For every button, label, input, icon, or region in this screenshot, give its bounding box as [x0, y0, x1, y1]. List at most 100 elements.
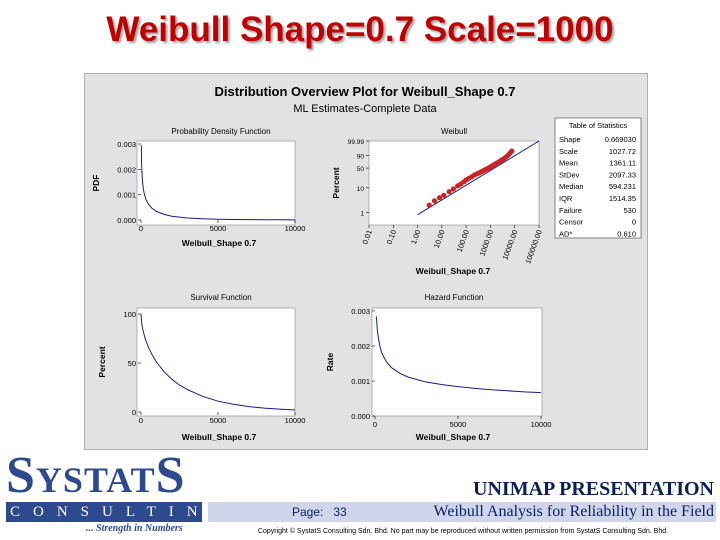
- stats-row-label: Censor: [559, 218, 584, 227]
- survival-x-tick-label: 10000: [285, 416, 306, 425]
- prob-point: [426, 202, 432, 208]
- pdf-y-tick-label: 0.001: [117, 191, 136, 200]
- prob-x-tick-label: 10000.00: [500, 229, 519, 261]
- stats-table-rows: Shape 0.669030 Scale 1027.72 Mean 1361.11 StDe…: [559, 135, 636, 238]
- prob-point: [441, 192, 447, 198]
- stats-row-label: StDev: [559, 170, 580, 179]
- hazard-y-tick-label: 0.003: [351, 307, 370, 316]
- hazard-y-tick-label: 0.001: [351, 377, 370, 386]
- hazard-x-tick-label: 0: [373, 420, 377, 429]
- stats-row-value: 1514.35: [609, 194, 636, 203]
- survival-curve: [140, 313, 296, 411]
- stats-row-value: 1027.72: [609, 147, 636, 156]
- pdf-x-tick-label: 10000: [285, 224, 306, 233]
- survival-x-tick-label: 5000: [210, 416, 227, 425]
- hazard-x-tick-label: 5000: [450, 420, 467, 429]
- hazard-curve: [375, 316, 542, 394]
- pdf-plot-area: [136, 140, 296, 226]
- page-number: 33: [333, 505, 347, 519]
- main-subtitle: ML Estimates-Complete Data: [293, 103, 437, 115]
- stats-row-label: Failure: [559, 206, 582, 215]
- survival-y-tick-label: 0: [132, 408, 136, 417]
- prob-x-tick-label: 0.01: [360, 229, 373, 246]
- prob-y-tick-label: 99.99: [348, 139, 365, 146]
- hazard-x-tick-label: 10000: [531, 420, 552, 429]
- copyright: Copyright © SystatS Consulting Sdn. Bhd.…: [257, 528, 669, 535]
- pdf-y-tick-label: 0.000: [117, 216, 136, 225]
- prob-y-tick-label: 90: [357, 154, 365, 161]
- prob-y-tick-label: 10: [357, 186, 365, 193]
- prob-x-tick-label: 100.00: [455, 229, 471, 254]
- hazard-xlabel: Weibull_Shape 0.7: [416, 432, 491, 442]
- prob-x-tick-label: 100000.00: [523, 229, 544, 265]
- stats-row-label: AD*: [559, 229, 572, 238]
- logo-letter-s2: S: [155, 447, 186, 504]
- logo-tagline: ... Strength in Numbers: [86, 523, 183, 534]
- stats-row-value: 594.231: [609, 182, 636, 191]
- stats-row-label: Scale: [559, 147, 578, 156]
- stats-row-value: 2097.33: [609, 170, 636, 179]
- footer-band: [208, 502, 716, 522]
- prob-xlabel: Weibull_Shape 0.7: [416, 266, 491, 276]
- prob-fit-line: [417, 140, 540, 216]
- footer-title: Weibull Analysis for Reliability in the …: [433, 503, 714, 520]
- hazard-y-tick-label: 0.002: [351, 342, 370, 351]
- stats-row-label: Shape: [559, 135, 581, 144]
- main-title: Distribution Overview Plot for Weibull_S…: [215, 84, 516, 99]
- stats-table-title: Table of Statistics: [569, 121, 628, 130]
- hazard-ylabel: Rate: [325, 353, 335, 372]
- survival-y-tick-label: 50: [128, 359, 136, 368]
- prob-x-tick-label: 1.00: [409, 229, 422, 246]
- pdf-x-tick-label: 0: [139, 224, 143, 233]
- prob-y-tick-label: 50: [357, 166, 365, 173]
- prob-point: [450, 186, 456, 192]
- stats-row-label: IQR: [559, 194, 573, 203]
- page-label: Page:: [292, 505, 324, 519]
- prob-plot-area: [368, 140, 540, 226]
- stats-row-value: 0.669030: [605, 135, 636, 144]
- stats-table-box: [554, 117, 642, 239]
- pdf-panel-title: Probability Density Function: [171, 127, 270, 136]
- prob-x-tick-label: 1000.00: [478, 229, 496, 258]
- pdf-curve: [140, 145, 296, 221]
- logo-letters-mid: YSTAT: [35, 460, 156, 500]
- prob-point: [509, 148, 515, 154]
- pdf-xlabel: Weibull_Shape 0.7: [182, 238, 257, 248]
- logo-bar: [6, 502, 202, 522]
- stats-row-value: 1361.11: [609, 159, 636, 168]
- pdf-ylabel: PDF: [91, 175, 101, 192]
- pdf-y-tick-label: 0.002: [117, 165, 136, 174]
- hazard-panel-title: Hazard Function: [425, 293, 484, 302]
- slide-title: Weibull Shape=0.7 Scale=1000: [106, 10, 614, 49]
- prob-panel-title: Weibull: [441, 127, 467, 136]
- stats-row-label: Median: [559, 182, 584, 191]
- survival-y-tick-label: 100: [123, 310, 136, 319]
- prob-x-tick-label: 0.10: [385, 229, 398, 246]
- logo-wordmark: SYSTATS: [6, 450, 186, 506]
- hazard-plot-area: [371, 307, 543, 417]
- plot-canvas: Distribution Overview Plot for Weibull_S…: [91, 84, 642, 442]
- stats-row-value: 0: [632, 218, 636, 227]
- stats-row-value: 530: [623, 206, 636, 215]
- stats-row-label: Mean: [559, 159, 578, 168]
- systats-logo: SYSTATS CONSULTING ... Strength in Numbe…: [6, 450, 235, 540]
- prob-point: [431, 198, 438, 204]
- presentation-title: UNIMAP PRESENTATION: [473, 478, 714, 500]
- prob-y-tick-label: 1: [360, 210, 364, 217]
- logo-consulting: CONSULTING: [10, 504, 235, 520]
- survival-x-tick-label: 0: [139, 416, 143, 425]
- page-indicator: Page: 33: [292, 505, 347, 519]
- prob-x-tick-label: 10.00: [432, 229, 447, 250]
- prob-ylabel: Percent: [331, 167, 341, 198]
- prob-point: [446, 189, 452, 195]
- survival-plot-area: [136, 307, 296, 417]
- stats-row-value: 0.610: [617, 229, 636, 238]
- prob-point: [436, 195, 443, 201]
- survival-panel-title: Survival Function: [190, 293, 251, 302]
- logo-letter-s1: S: [6, 447, 36, 504]
- distribution-overview-plot: Distribution Overview Plot for Weibull_S…: [84, 73, 648, 450]
- survival-ylabel: Percent: [97, 346, 107, 377]
- pdf-y-tick-label: 0.003: [117, 140, 136, 149]
- hazard-y-tick-label: 0.000: [351, 412, 370, 421]
